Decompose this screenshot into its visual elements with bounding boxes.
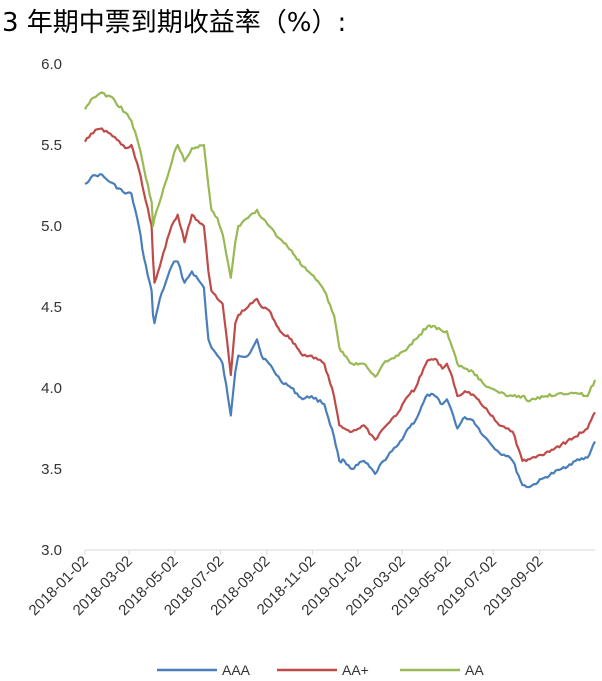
y-tick-label: 4.5 xyxy=(41,299,62,316)
y-axis: 3.0 3.5 4.0 4.5 5.0 5.5 6.0 xyxy=(41,56,62,559)
chart-title: 3 年期中票到期收益率（%）: xyxy=(2,8,347,38)
y-tick-label: 5.5 xyxy=(41,137,62,154)
series-line-aa xyxy=(84,91,597,403)
series-line-aa-plus xyxy=(84,127,596,463)
legend-label: AAA xyxy=(222,662,251,678)
legend: AAA AA+ AA xyxy=(157,662,484,678)
y-tick-label: 6.0 xyxy=(41,56,62,73)
y-tick-label: 4.0 xyxy=(41,380,62,397)
legend-label: AA xyxy=(465,662,484,678)
series-group xyxy=(84,91,597,489)
y-tick-label: 5.0 xyxy=(41,218,62,235)
y-tick-label: 3.0 xyxy=(41,542,62,559)
y-tick-label: 3.5 xyxy=(41,461,62,478)
series-line-aaa xyxy=(84,173,596,489)
x-axis: 2018-01-022018-03-022018-05-022018-07-02… xyxy=(26,549,595,619)
legend-label: AA+ xyxy=(342,662,369,678)
